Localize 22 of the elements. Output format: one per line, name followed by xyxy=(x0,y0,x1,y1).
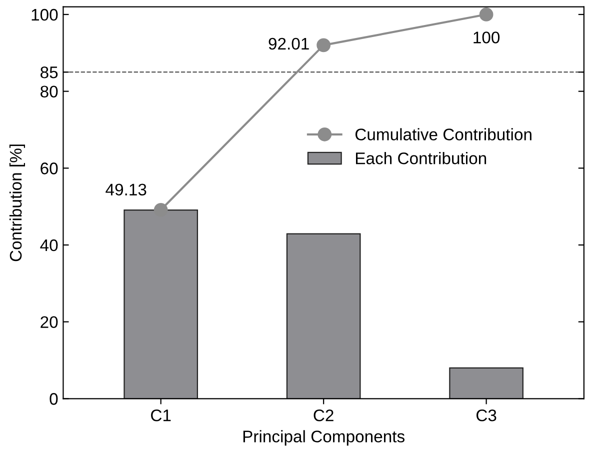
y-axis-title: Contribution [%] xyxy=(9,144,25,262)
y-tick-label: 80 xyxy=(40,86,58,98)
y-tick-label: 0 xyxy=(50,393,58,405)
point xyxy=(154,202,168,217)
data-label: 100 xyxy=(474,32,500,44)
y-tick-label: 100 xyxy=(32,8,58,21)
data-label: 49.13 xyxy=(106,184,146,196)
point xyxy=(316,38,331,52)
y-tick-label: 20 xyxy=(40,316,58,328)
x-tick-label: C3 xyxy=(476,409,496,422)
y-tick-label: 85 xyxy=(40,66,58,78)
data-label: 92.01 xyxy=(268,38,309,50)
legend-label: Cumulative Contribution xyxy=(355,128,532,140)
bar xyxy=(286,233,361,399)
legend-label: Each Contribution xyxy=(356,152,486,164)
x-tick-label: C1 xyxy=(151,409,171,422)
y-tick-label: 40 xyxy=(40,239,58,252)
x-axis-title: Principal Components xyxy=(243,430,404,446)
y-tick-label: 60 xyxy=(40,162,58,174)
x-tick-label: C2 xyxy=(314,409,334,422)
bar xyxy=(449,367,524,399)
point xyxy=(479,8,494,22)
